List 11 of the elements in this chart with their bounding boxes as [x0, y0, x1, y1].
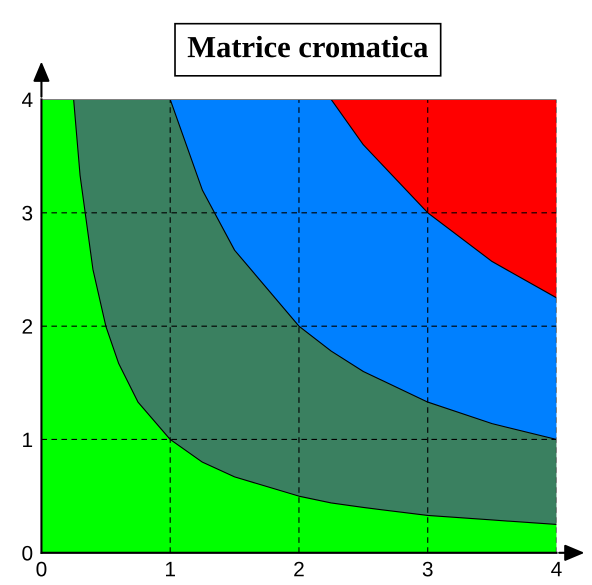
x-tick-label: 1 [166, 562, 175, 576]
y-tick-label: 1 [23, 432, 32, 448]
x-tick-label: 3 [422, 562, 433, 576]
y-tick-label: 2 [22, 319, 32, 334]
y-tick-label: 3 [22, 206, 32, 221]
x-tick-label: 4 [551, 562, 562, 576]
x-tick-label: 0 [36, 562, 46, 576]
x-tick-label: 2 [294, 562, 304, 576]
chart-title: Matrice cromatica [188, 36, 428, 58]
y-tick-label: 0 [22, 546, 32, 561]
y-tick-label: 4 [22, 92, 32, 107]
